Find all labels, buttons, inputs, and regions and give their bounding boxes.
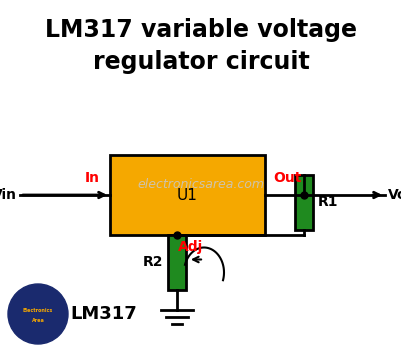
Text: LM317: LM317 xyxy=(70,305,136,323)
Text: LM317 variable voltage: LM317 variable voltage xyxy=(45,18,356,42)
Text: Adj: Adj xyxy=(178,240,203,254)
Bar xyxy=(168,235,186,290)
Text: R1: R1 xyxy=(317,196,338,209)
Text: Area: Area xyxy=(32,317,45,323)
Bar xyxy=(110,155,264,235)
Text: In: In xyxy=(85,171,100,185)
Text: R2: R2 xyxy=(142,255,162,269)
Text: regulator circuit: regulator circuit xyxy=(92,50,309,74)
Circle shape xyxy=(8,284,68,344)
Text: electronicsarea.com: electronicsarea.com xyxy=(137,177,264,190)
Bar xyxy=(294,175,312,230)
Text: Vout: Vout xyxy=(387,188,401,202)
Text: Vin: Vin xyxy=(0,188,17,202)
Text: Out: Out xyxy=(272,171,301,185)
Text: U1: U1 xyxy=(176,188,197,203)
Text: Electronics: Electronics xyxy=(23,308,53,313)
